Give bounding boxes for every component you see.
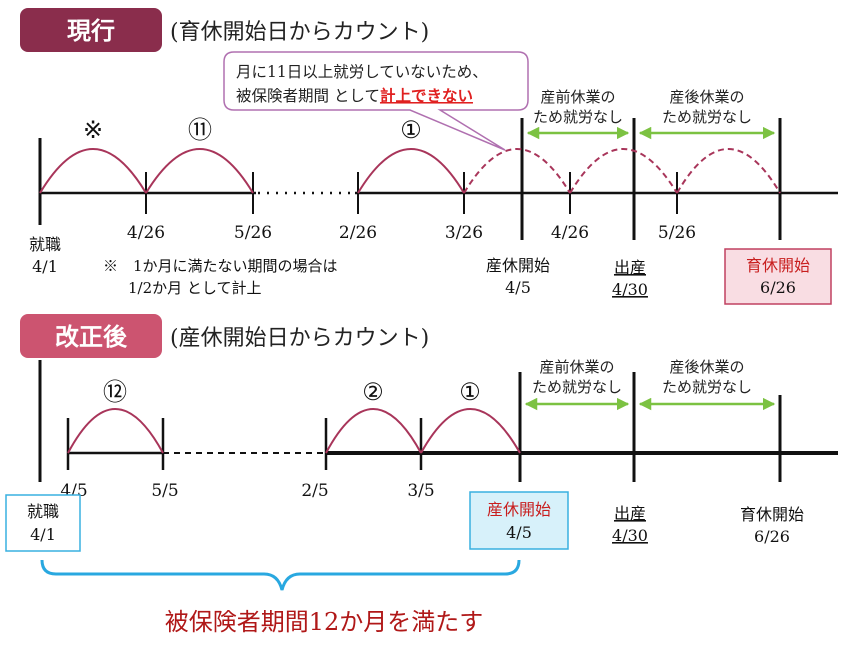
current-date-426b: 4/26 — [551, 223, 589, 243]
revised-arc-label-two: ② — [362, 378, 384, 406]
revised-employment-box — [5, 494, 81, 552]
current-employment-label: 就職 — [29, 235, 61, 254]
current-arc-mark — [39, 148, 147, 194]
revised-badge-text: 改正後 — [55, 322, 128, 351]
current-childcare-box — [724, 248, 832, 305]
current-subtitle: (育休開始日からカウント) — [170, 20, 429, 45]
current-postnatal-label-2: ため就労なし — [662, 108, 752, 126]
current-birth-date: 4/30 — [612, 280, 648, 299]
revised-maternity-box — [469, 491, 569, 550]
revised-badge — [20, 314, 162, 358]
callout-line2: 被保険者期間 として計上できない — [236, 86, 473, 105]
revised-birth-label: 出産 — [614, 504, 646, 523]
current-date-326: 3/26 — [445, 223, 483, 243]
current-note-line2: 1/2か月 として計上 — [128, 279, 261, 297]
callout-emphasis: 計上できない — [380, 86, 473, 105]
revised-prenatal-label-1: 産前休業の — [539, 358, 614, 376]
current-employment-date: 4/1 — [32, 257, 58, 276]
current-postnatal-label-1: 産後休業の — [669, 88, 744, 106]
current-arc-label-eleven: ⑪ — [188, 116, 212, 144]
current-maternity-label: 産休開始 — [486, 256, 550, 275]
revised-date-25: 2/5 — [301, 481, 328, 501]
revised-arc-label-twelve: ⑫ — [103, 378, 127, 406]
revised-date-55: 5/5 — [151, 481, 178, 501]
revised-childcare-label: 育休開始 — [740, 505, 804, 524]
current-section: 現行 (育休開始日からカウント) 月に11日以上就労していないため、 被保険者期… — [20, 8, 838, 305]
current-prenatal-label-2: ため就労なし — [533, 108, 623, 126]
revised-maternity-label: 産休開始 — [487, 500, 551, 519]
revised-date-35: 3/5 — [407, 481, 434, 501]
revised-arc-twelve — [67, 408, 164, 454]
conclusion-text: 被保険者期間12か月を満たす — [165, 608, 484, 636]
current-maternity-date: 4/5 — [505, 278, 531, 297]
current-date-426: 4/26 — [127, 223, 165, 243]
current-birth-label: 出産 — [614, 258, 646, 277]
current-arc-eleven — [145, 148, 254, 194]
period-brace — [40, 559, 521, 591]
current-note-line1: ※ 1か月に満たない期間の場合は — [103, 257, 338, 275]
revised-subtitle: (産休開始日からカウント) — [170, 326, 429, 351]
current-arc-one — [357, 148, 465, 194]
revised-arc-one — [420, 408, 521, 454]
current-arc-dashed-1 — [463, 148, 571, 194]
current-badge — [20, 8, 162, 52]
revised-prenatal-label-2: ため就労なし — [532, 378, 622, 396]
callout-line1: 月に11日以上就労していないため、 — [236, 63, 488, 81]
current-date-526b: 5/26 — [658, 223, 696, 243]
callout-line2-prefix: 被保険者期間 として — [236, 87, 380, 105]
revised-arc-two — [325, 408, 422, 454]
current-arc-dashed-2 — [569, 148, 678, 194]
current-badge-text: 現行 — [67, 16, 115, 45]
callout-bubble — [223, 51, 529, 151]
current-arc-label-mark: ※ — [83, 116, 103, 144]
current-arc-dashed-3 — [676, 148, 781, 194]
revised-postnatal-label-2: ため就労なし — [662, 378, 752, 396]
revised-employment-label: 就職 — [27, 502, 59, 521]
revised-maternity-date: 4/5 — [506, 523, 532, 542]
current-date-526: 5/26 — [234, 223, 272, 243]
current-arc-label-one: ① — [400, 116, 422, 144]
current-childcare-label: 育休開始 — [746, 256, 810, 275]
revised-section: 改正後 (産休開始日からカウント) ⑫ ② ① 産前休業の ため就労なし 産後休… — [5, 314, 838, 636]
revised-birth-date: 4/30 — [612, 526, 648, 545]
revised-childcare-date: 6/26 — [754, 527, 790, 546]
current-date-226: 2/26 — [339, 223, 377, 243]
revised-arc-label-one: ① — [459, 378, 481, 406]
current-childcare-date: 6/26 — [760, 278, 796, 297]
revised-employment-date: 4/1 — [30, 525, 56, 544]
current-prenatal-label-1: 産前休業の — [540, 88, 615, 106]
revised-postnatal-label-1: 産後休業の — [669, 358, 744, 376]
